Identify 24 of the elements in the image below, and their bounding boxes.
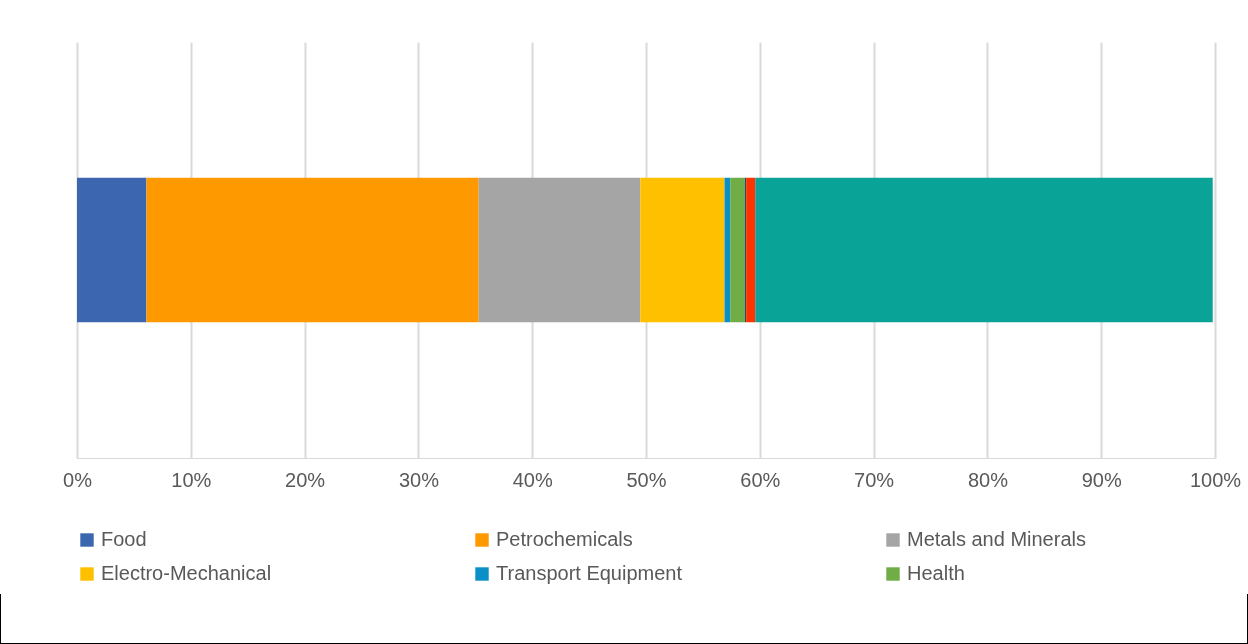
bar [746, 177, 756, 323]
x-tick-label: 30% [398, 468, 440, 491]
x-tick-label: 100% [1189, 468, 1242, 491]
x-tick-label: 90% [1081, 468, 1122, 491]
x-tick-label: 40% [512, 468, 553, 491]
x-tick-label: 10% [171, 468, 212, 491]
bar [77, 177, 147, 323]
x-tick-label: 60% [740, 468, 781, 491]
legend-label: Health [907, 562, 965, 584]
legend-label: Transport Equipment [496, 562, 683, 584]
x-tick-label: 70% [854, 468, 895, 491]
bar [478, 177, 641, 323]
legend-label: Metals and Minerals [907, 528, 1086, 550]
x-tick-label: 50% [626, 468, 667, 491]
bar [640, 177, 725, 323]
x-tick-label: 80% [967, 468, 1009, 491]
bar [730, 177, 746, 323]
bar [755, 177, 1213, 323]
bar [146, 177, 479, 323]
legend-label: Petrochemicals [496, 528, 633, 550]
x-tick-label: 20% [285, 468, 326, 491]
legend-label: Food [101, 528, 147, 550]
legend-label: Electro-Mechanical [101, 562, 272, 584]
x-tick-label: 0% [63, 468, 93, 491]
